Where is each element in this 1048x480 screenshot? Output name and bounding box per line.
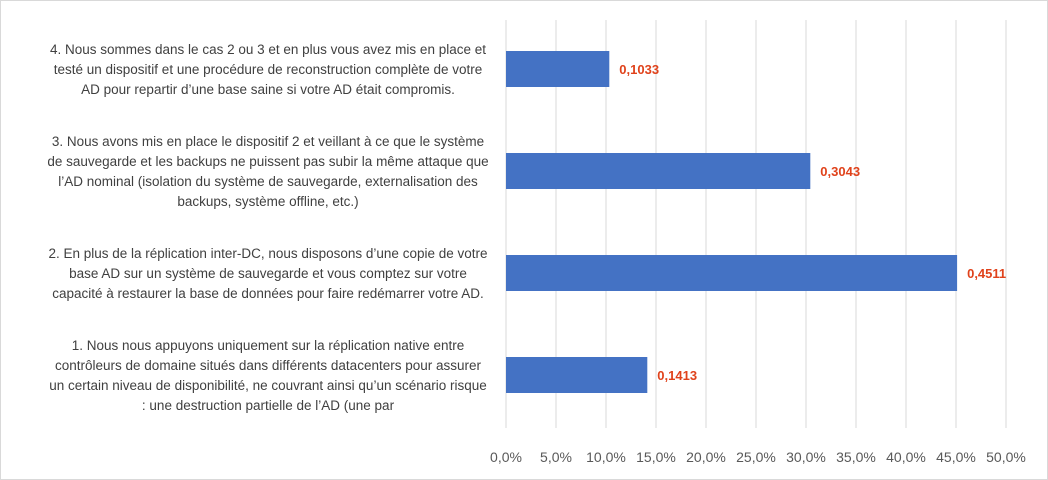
x-tick-label: 40,0% <box>886 449 926 465</box>
x-tick-label: 5,0% <box>540 449 572 465</box>
category-label: AD pour repartir d’une base saine si vot… <box>81 82 455 97</box>
category-label: testé un dispositif et une procédure de … <box>54 62 483 77</box>
x-tick-label: 30,0% <box>786 449 826 465</box>
x-tick-label: 10,0% <box>586 449 626 465</box>
category-label: : une destruction partielle de l’AD (une… <box>142 398 395 413</box>
x-tick-label: 25,0% <box>736 449 776 465</box>
bar <box>506 51 610 87</box>
x-tick-label: 20,0% <box>686 449 726 465</box>
x-tick-label: 50,0% <box>986 449 1026 465</box>
bar <box>506 153 811 189</box>
x-tick-label: 0,0% <box>490 449 522 465</box>
category-label: 1. Nous nous appuyons uniquement sur la … <box>72 338 465 353</box>
bar <box>506 357 648 393</box>
x-tick-label: 15,0% <box>636 449 676 465</box>
x-tick-label: 35,0% <box>836 449 876 465</box>
category-label: capacité à restaurer la base de données … <box>52 286 484 301</box>
x-tick-label: 45,0% <box>936 449 976 465</box>
bar <box>506 255 958 291</box>
category-label: base AD sur un système de sauvegarde et … <box>69 266 467 281</box>
category-label: 2. En plus de la réplication inter-DC, n… <box>48 246 487 261</box>
data-label: 0,1413 <box>657 368 697 383</box>
category-label: 3. Nous avons mis en place le dispositif… <box>52 134 484 149</box>
category-label: contrôleurs de domaine situés dans diffé… <box>55 358 481 373</box>
category-label: de sauvegarde et les backups ne puissent… <box>47 154 488 169</box>
category-label: backups, système offline, etc.) <box>177 194 358 209</box>
category-label: un certain niveau de disponibilité, ne c… <box>49 378 487 393</box>
category-label: l’AD nominal (isolation du système de sa… <box>58 174 478 189</box>
category-label: 4. Nous sommes dans le cas 2 ou 3 et en … <box>50 42 486 57</box>
data-label: 0,4511 <box>967 266 1006 281</box>
data-label: 0,1033 <box>619 62 659 77</box>
data-label: 0,3043 <box>820 164 860 179</box>
